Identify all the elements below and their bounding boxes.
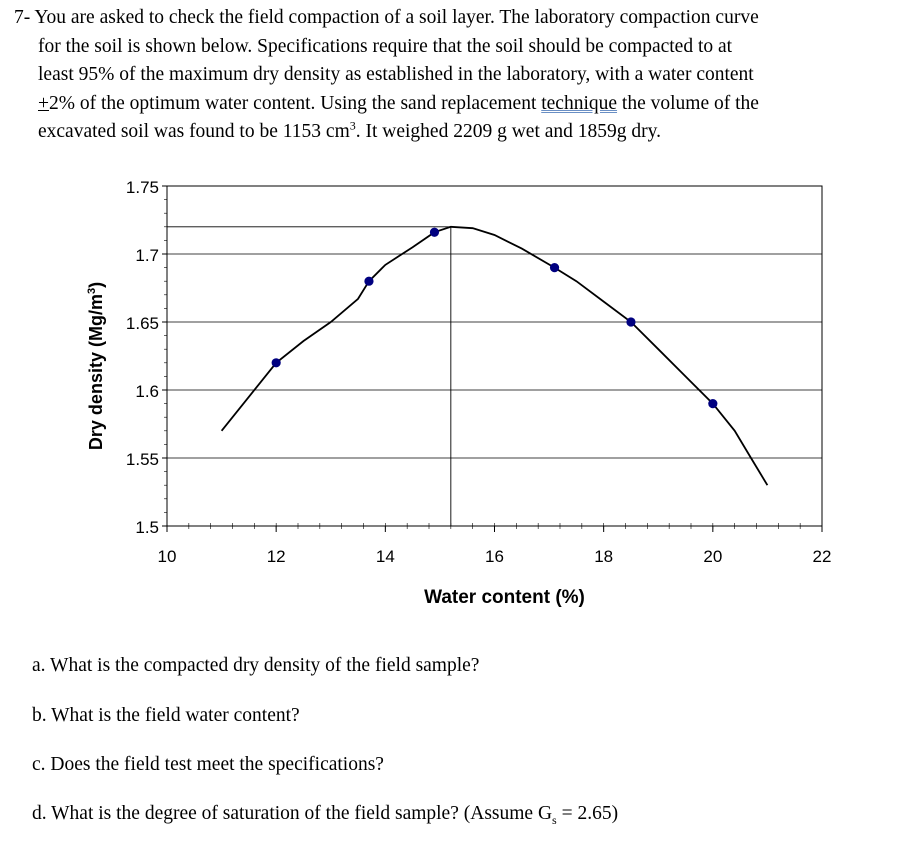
data-point [626,317,636,327]
y-tick-label: 1.65 [126,314,159,333]
x-axis-title: Water content (%) [424,587,585,608]
problem-line-4-text-a: 2% of the optimum water content. Using t… [49,92,542,114]
plus-minus-sign: + [38,92,49,114]
y-tick-label: 1.6 [135,382,159,401]
compaction-curve-chart: 10 12 14 16 18 20 22 1.75 1.7 1.65 1.6 1.55 1.5 Wat… [86,178,832,608]
cubic-superscript: 3 [349,118,356,133]
y-axis-title-end: ) [86,282,106,288]
x-tick-label: 16 [485,547,504,566]
x-tick-label: 20 [703,547,722,566]
y-tick-label: 1.75 [126,178,159,197]
question-b: b. What is the field water content? [32,705,300,726]
plot-frame [166,185,823,527]
y-tick-labels: 1.75 1.7 1.65 1.6 1.55 1.5 [126,178,159,537]
y-tick-label: 1.7 [135,246,159,265]
data-point [708,399,718,409]
compaction-curve-line [220,225,769,486]
problem-line-2: for the soil is shown below. Specificati… [38,35,733,57]
data-point [364,276,374,286]
problem-line-4: +2% of the optimum water content. Using … [14,90,892,119]
problem-line-3: least 95% of the maximum dry density as … [38,64,754,85]
data-point [271,358,281,368]
question-d-text-b: = 2.65) [556,803,619,824]
x-tick-label: 22 [813,547,832,566]
question-c: c. Does the field test meet the specific… [32,754,384,775]
x-tick-label: 18 [594,547,613,566]
data-point [429,227,440,237]
x-tick-label: 14 [376,547,395,566]
question-d: d. What is the degree of saturation of t… [32,803,619,827]
x-tick-labels: 10 12 14 16 18 20 22 [158,547,832,566]
data-points [271,227,718,409]
problem-line-5-text-a: excavated soil was found to be 1153 cm [38,121,350,142]
question-a: a. What is the compacted dry density of … [32,655,480,676]
problem-statement: 7- You are asked to check the field comp… [14,4,892,147]
y-axis-title-main: Dry density (Mg/m [86,294,106,450]
grid-layer [167,253,822,459]
tick-marks [162,185,823,532]
data-point [549,263,560,273]
y-tick-label: 1.55 [126,450,159,469]
problem-line-1: 7- You are asked to check the field comp… [14,7,759,28]
problem-line-4-word: technique [541,92,618,114]
problem-line-4-text-b: the volume of the [617,92,759,114]
x-tick-label: 12 [267,547,286,566]
problem-line-5: excavated soil was found to be 1153 cm3.… [14,118,892,147]
y-tick-label: 1.5 [135,518,159,537]
question-d-text-a: d. What is the degree of saturation of t… [32,803,553,824]
question-d-subscript: s [552,812,557,827]
problem-line-5-text-b: . It weighed 2209 g wet and 1859g dry. [355,121,661,142]
x-tick-label: 10 [158,547,177,566]
y-axis-title-sup: 3 [86,288,98,294]
optimum-guide-lines [167,226,452,526]
y-axis-title: Dry density (Mg/m3) [86,282,106,450]
